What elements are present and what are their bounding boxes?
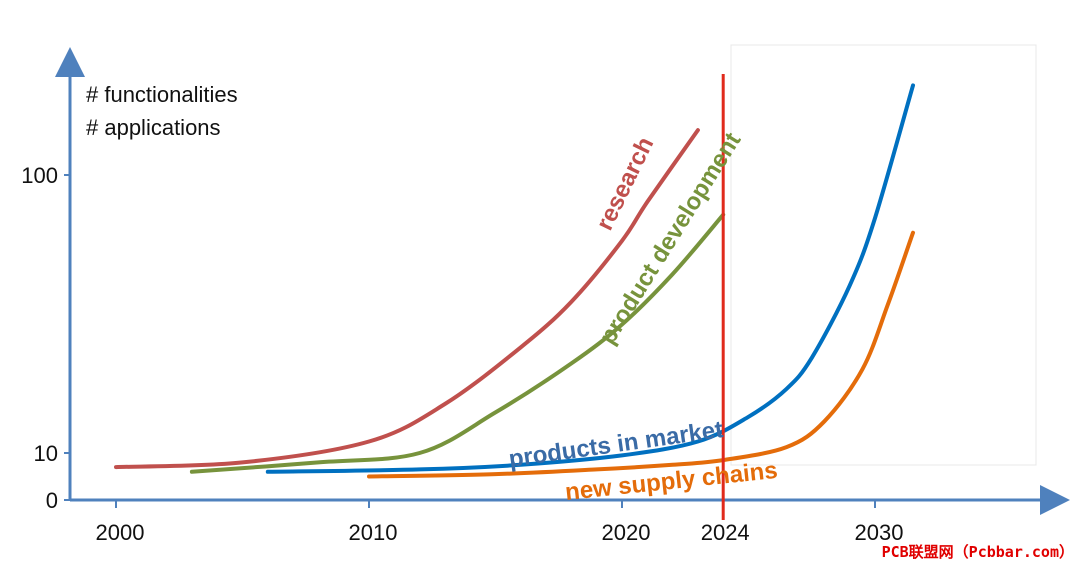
x-tick-label: 2000 bbox=[96, 520, 145, 545]
series-line-new-supply-chains bbox=[367, 230, 915, 479]
x-tick-label: 2010 bbox=[349, 520, 398, 545]
y-tick-label: 0 bbox=[46, 488, 58, 513]
y-ticks: 0 10 100 bbox=[21, 163, 70, 513]
y-tick-label: 10 bbox=[34, 441, 58, 466]
x-ticks: 2000 2010 2020 2030 bbox=[96, 500, 904, 545]
y-tick-label: 100 bbox=[21, 163, 58, 188]
series-line-products-in-market bbox=[265, 83, 915, 474]
watermark-text: PCB联盟网（Pcbbar.com） bbox=[882, 543, 1074, 561]
x-tick-label: 2030 bbox=[855, 520, 904, 545]
series-label-research: research bbox=[591, 133, 659, 235]
series-lines bbox=[114, 83, 915, 479]
y-annotation-line-2: # applications bbox=[86, 115, 221, 140]
x-tick-label: 2020 bbox=[602, 520, 651, 545]
plot-highlight-box bbox=[730, 44, 1037, 466]
marker-label: 2024 bbox=[701, 520, 750, 545]
y-annotation-line-1: # functionalities bbox=[86, 82, 238, 107]
series-line-product-development bbox=[189, 212, 726, 474]
series-line-research bbox=[114, 128, 700, 470]
